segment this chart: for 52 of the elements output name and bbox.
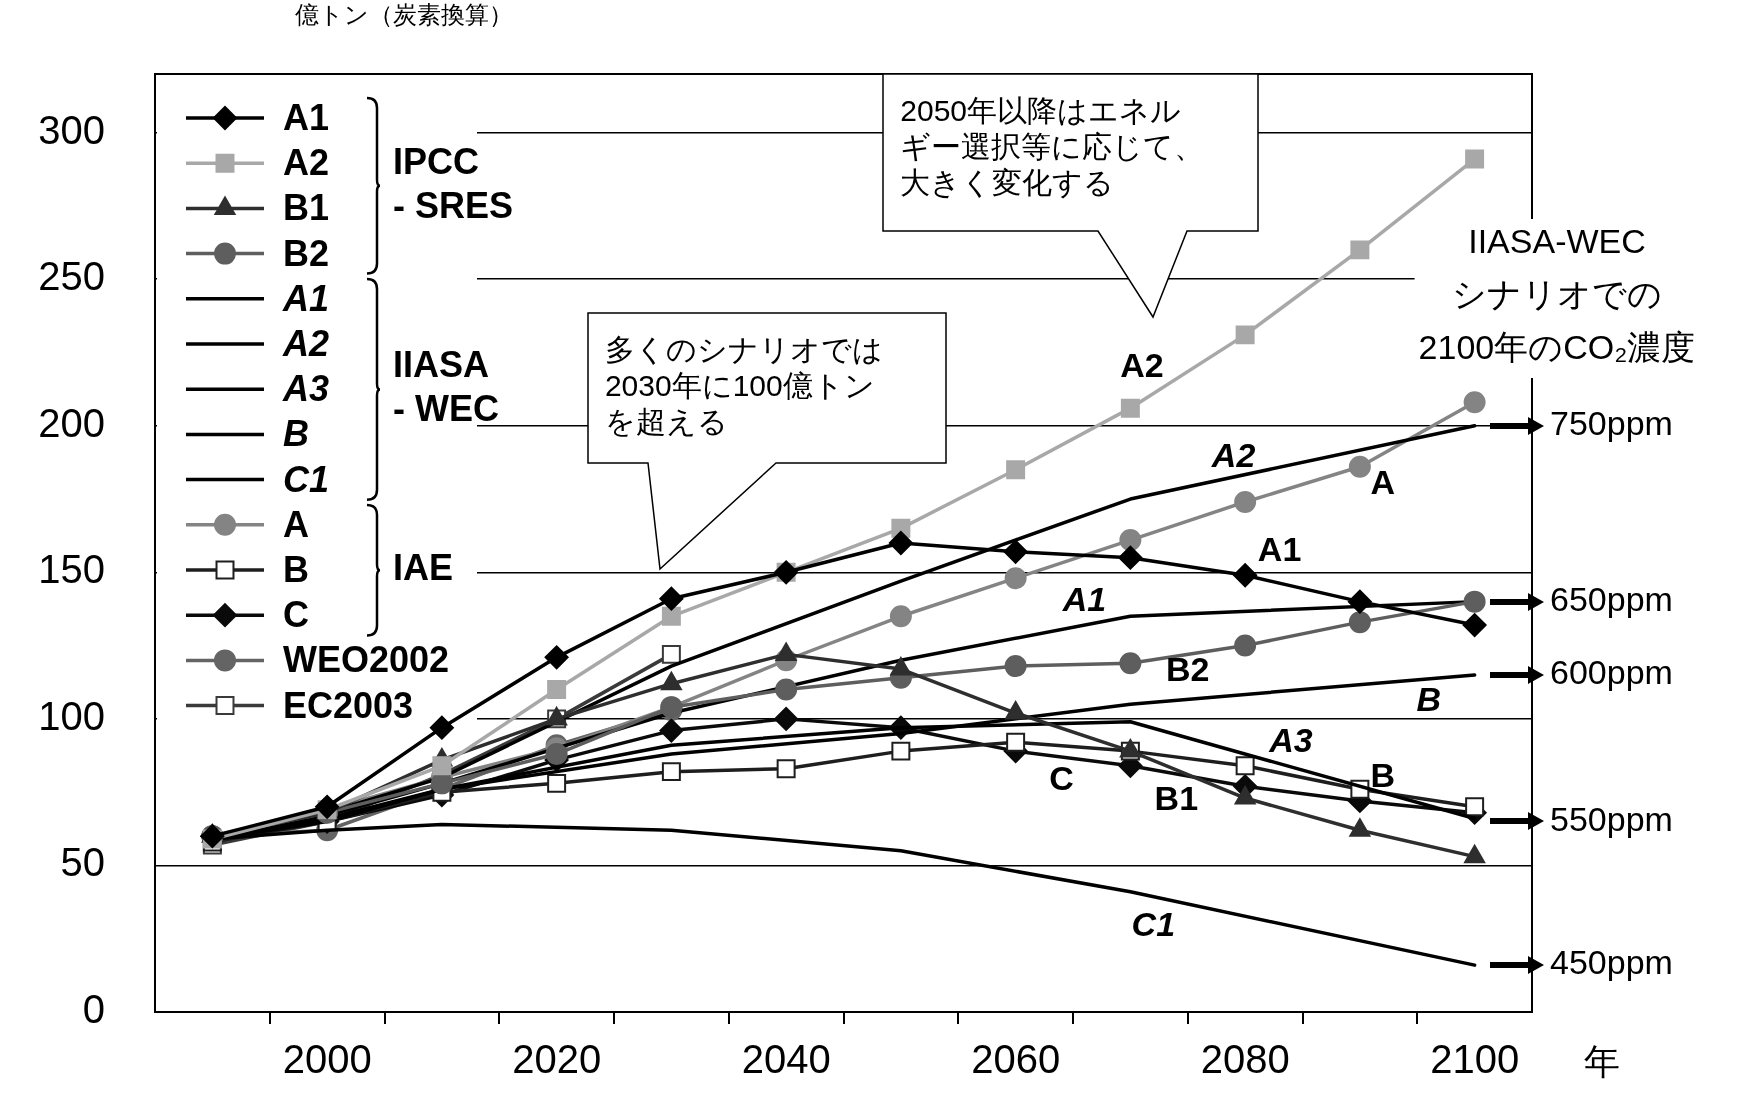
legend-label: B xyxy=(283,413,309,455)
annotation: A2 xyxy=(1210,436,1256,475)
annotation: C xyxy=(1049,758,1074,797)
y-tick-label: 200 xyxy=(38,400,105,445)
annotation: A1 xyxy=(1257,530,1302,569)
x-tick-label: 2060 xyxy=(971,1037,1061,1082)
x-tick-label: 2000 xyxy=(282,1037,372,1082)
y-tick-label: 0 xyxy=(82,987,105,1032)
annotation: B2 xyxy=(1166,650,1210,689)
annotation: A3 xyxy=(1268,720,1313,759)
text: 600ppm xyxy=(1550,653,1673,692)
y-axis-title: 億トン（炭素換算） xyxy=(295,0,513,28)
annotation: B xyxy=(1416,679,1442,718)
legend-label: B xyxy=(283,548,309,590)
legend-label: A2 xyxy=(282,322,330,364)
legend-label: EC2003 xyxy=(283,684,414,726)
annotation: IPCC - SRES xyxy=(393,140,514,226)
annotation: 2050年以降はエネルギー選択等に応じて、大きく変化する xyxy=(900,93,1205,202)
x-tick-label: 2100 xyxy=(1430,1037,1520,1082)
x-tick-label: 2020 xyxy=(512,1037,602,1082)
annotation: A xyxy=(1370,462,1396,501)
text: 450ppm xyxy=(1550,943,1673,982)
text: 550ppm xyxy=(1550,799,1673,838)
annotation: IIASA-WEC シナリオでの 2100年のCO₂濃度 xyxy=(1418,222,1696,367)
legend-label: C1 xyxy=(283,458,330,500)
annotation: IAE xyxy=(393,546,454,588)
legend-label: C xyxy=(283,594,309,636)
y-tick-label: 150 xyxy=(38,547,105,592)
y-tick-label: 300 xyxy=(38,107,105,152)
legend-label: A xyxy=(283,503,309,545)
annotation: B1 xyxy=(1154,779,1199,818)
legend-label: WEO2002 xyxy=(283,639,450,681)
legend-label: A1 xyxy=(282,277,330,319)
legend-label: A1 xyxy=(283,96,330,138)
annotation: C1 xyxy=(1131,905,1176,944)
legend-label: A3 xyxy=(282,368,330,410)
y-tick-label: 50 xyxy=(60,840,105,885)
text: 750ppm xyxy=(1550,404,1673,443)
annotation: A2 xyxy=(1120,345,1164,384)
legend-label: B1 xyxy=(283,187,330,229)
x-tick-label: 2040 xyxy=(741,1037,831,1082)
text: 650ppm xyxy=(1550,580,1673,618)
annotation: 多くのシナリオでは2030年に100億トンを超える xyxy=(604,332,883,441)
legend-label: A2 xyxy=(283,142,330,184)
legend-label: B2 xyxy=(283,232,330,274)
x-tick-label: 2080 xyxy=(1200,1037,1290,1082)
annotation: A1 xyxy=(1061,580,1107,618)
y-tick-label: 100 xyxy=(38,693,105,738)
x-axis-title: 年 xyxy=(1584,1040,1620,1082)
annotation: B xyxy=(1370,755,1396,794)
y-tick-label: 250 xyxy=(38,254,105,299)
annotation: IIASA - WEC xyxy=(393,344,499,430)
